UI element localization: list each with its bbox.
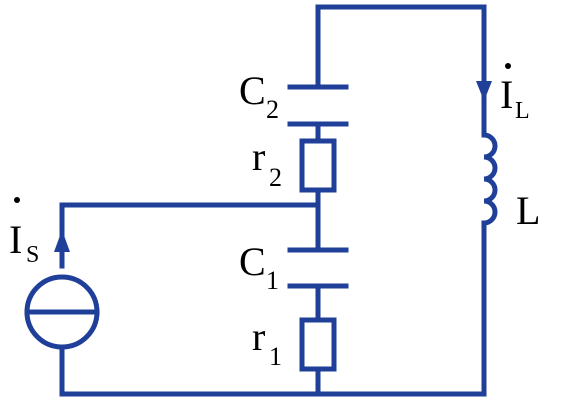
resistor-r1-label: r: [252, 314, 265, 359]
source-current-arrow: [54, 230, 70, 252]
source-current-subscript: S: [26, 242, 39, 268]
phasor-dot-is: [14, 197, 20, 203]
capacitor-c2-subscript: 2: [266, 95, 279, 124]
source-top-wire: [59, 202, 321, 269]
resistor-r2-body: [299, 138, 337, 193]
capacitor-c1-subscript: 1: [266, 266, 279, 295]
capacitor-c2-label: C: [239, 68, 266, 113]
bottom-wire: [59, 223, 487, 397]
resistor-r1-subscript: 1: [269, 342, 282, 371]
inductor-coil: [481, 132, 498, 226]
inductor-current-label: I: [500, 72, 513, 117]
inductor-current-arrow: [476, 81, 492, 101]
top-wire: [315, 4, 487, 138]
capacitor-c1-label: C: [239, 239, 266, 284]
phasor-dot-il: [505, 63, 511, 69]
resistor-r1-body: [299, 317, 337, 372]
inductor-label: L: [516, 188, 540, 233]
resistor-r2-subscript: 2: [269, 163, 282, 192]
inductor-current-subscript: L: [515, 98, 530, 124]
source-current-label: I: [9, 217, 22, 262]
resistor-r2-label: r: [252, 134, 265, 179]
